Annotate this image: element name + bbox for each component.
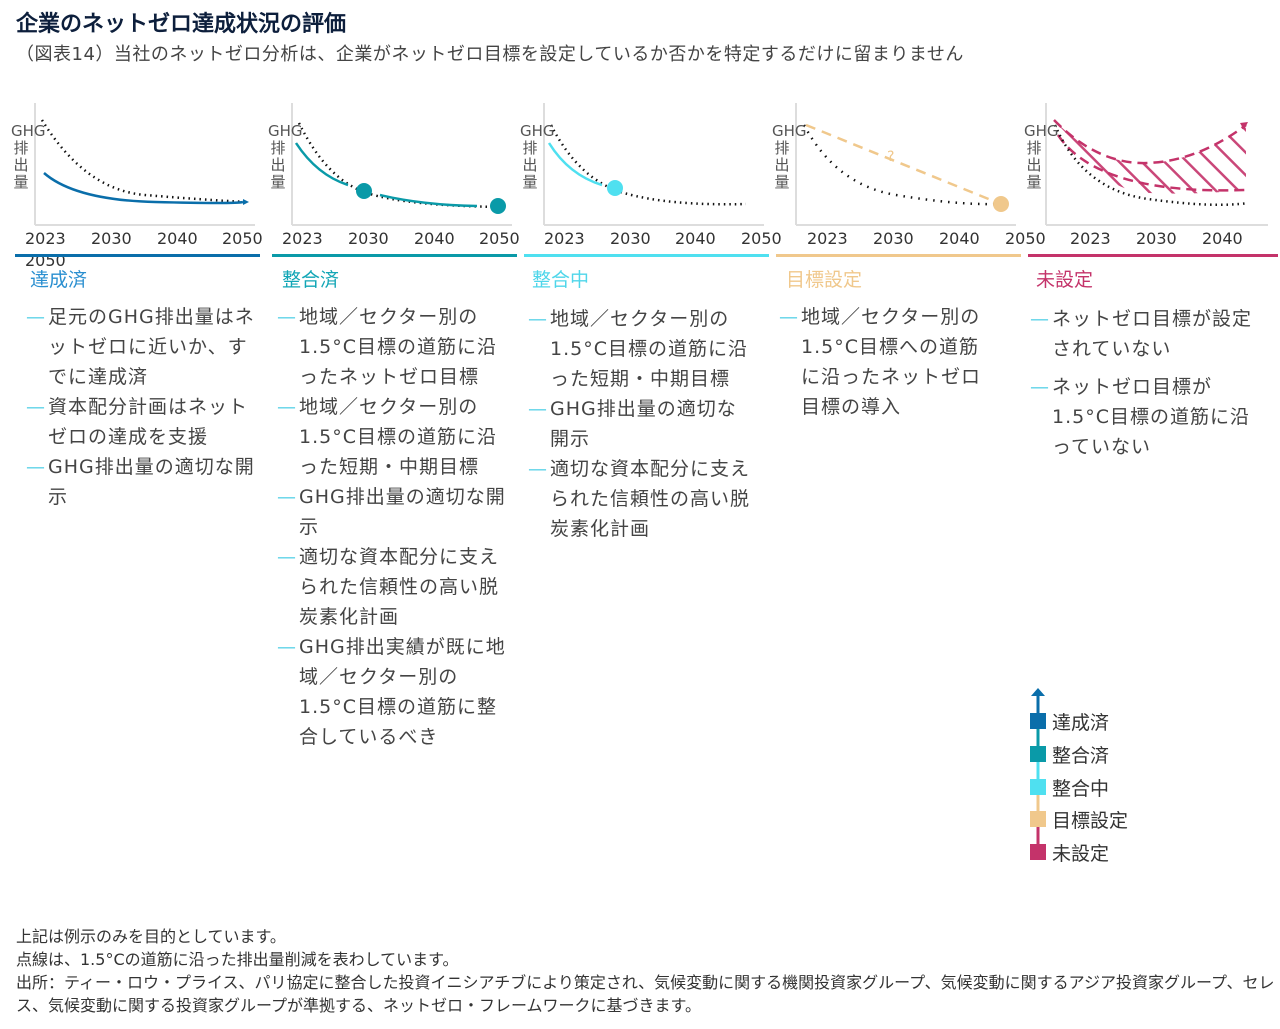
tick: 2040 — [157, 229, 198, 248]
y-axis-label: GHG排出量 — [1024, 122, 1059, 191]
y-axis-label: GHG排出量 — [268, 122, 303, 191]
tick: 2040 — [675, 229, 716, 248]
tick: 2050 — [222, 229, 263, 248]
pathway-dotted-line — [1053, 124, 1249, 207]
footnote: 点線は、1.5°Cの道筋に沿った排出量削減を表わしています。 — [16, 950, 459, 969]
panel-achieved: GHG排出量 2023 2030 2040 2050 2050 達成済 — [11, 95, 265, 295]
tick: 2050 — [479, 229, 520, 248]
legend-item-aligning: 整合中 — [1028, 772, 1178, 802]
aligned-bullets: — 地域／セクター別の1.5°C目標の道筋に沿ったネットゼロ目標 — 地域／セクター… — [277, 302, 515, 752]
y-axis-label: GHG排出量 — [520, 122, 555, 191]
panel-label: 整合中 — [532, 269, 590, 291]
question-mark: ? — [887, 149, 894, 165]
aligning-bullets: — 地域／セクター別の1.5°C目標の道筋に沿った短期・中期目標 — GHG排出量の… — [528, 304, 753, 544]
emissions-curve — [379, 193, 478, 208]
panel-aligning: GHG排出量 2023 2030 2040 2050 整合中 — [520, 95, 782, 295]
legend-item-achieved: 達成済 — [1028, 706, 1178, 736]
tick: 2030 — [1136, 229, 1177, 248]
pathway-dotted-line — [549, 124, 747, 206]
list-item: — 地域／セクター別の1.5°C目標の道筋に沿った短期・中期目標 — [277, 396, 497, 478]
list-item: — GHG排出量の適切な開示 — [26, 456, 255, 508]
lower-dashed-line — [1056, 134, 1247, 192]
not-set-chart — [1045, 103, 1268, 226]
emissions-curve — [43, 172, 244, 205]
panel-not-set: GHG排出量 2023 2030 2040 未設定 — [1024, 95, 1278, 295]
pathway-dotted-line — [802, 124, 997, 206]
page-title: 企業のネットゼロ達成状況の評価 — [16, 12, 347, 37]
tick: 2040 — [1202, 229, 1243, 248]
arrow-head-icon — [1240, 122, 1248, 130]
emissions-curve — [547, 142, 603, 187]
tick: 2023 — [544, 229, 585, 248]
milestone-marker — [356, 183, 372, 199]
achieved-chart — [34, 103, 255, 226]
panel-aligned: GHG排出量 2023 2030 2040 2050 整合済 — [268, 95, 522, 295]
panel-divider — [15, 254, 260, 257]
target-set-chart: ? — [795, 103, 1016, 226]
list-item: — 適切な資本配分に支えられた信頼性の高い脱炭素化計画 — [277, 546, 500, 628]
tick: 2030 — [873, 229, 914, 248]
panel-label: 整合済 — [282, 269, 340, 291]
y-axis-label: GHG排出量 — [772, 122, 807, 191]
panel-divider — [1028, 254, 1278, 257]
list-item: — 地域／セクター別の1.5°C目標への道筋に沿ったネットゼロ目標の導入 — [779, 306, 982, 418]
pathway-dotted-line — [297, 122, 505, 209]
list-item: — 地域／セクター別の1.5°C目標の道筋に沿ったネットゼロ目標 — [277, 306, 497, 388]
tick: 2023 — [807, 229, 848, 248]
list-item: — 資本配分計画はネットゼロの達成を支援 — [26, 396, 249, 448]
tick: 2023 — [25, 229, 66, 248]
emissions-curve — [294, 142, 349, 187]
list-item: — ネットゼロ目標が1.5°C目標の道筋に沿っていない — [1030, 376, 1250, 458]
source-note: 出所：ティー・ロウ・プライス、パリ協定に整合した投資イニシアチブにより策定され、… — [16, 973, 1275, 1015]
list-item: — 地域／セクター別の1.5°C目標の道筋に沿った短期・中期目標 — [528, 308, 748, 390]
hatched-area — [1054, 120, 1246, 194]
tick: 2030 — [91, 229, 132, 248]
target-marker — [993, 196, 1009, 212]
pathway-dotted-line — [40, 119, 248, 204]
panel-divider — [524, 254, 769, 257]
tick: 2050 — [1005, 229, 1046, 248]
subtitle: （図表14）当社のネットゼロ分析は、企業がネットゼロ目標を設定しているか否かを特… — [16, 44, 964, 65]
footnotes: 上記は例示のみを目的としています。 点線は、1.5°Cの道筋に沿った排出量削減を… — [16, 925, 1276, 1017]
tick: 2023 — [282, 229, 323, 248]
panel-label: 目標設定 — [786, 269, 863, 291]
panel-divider — [776, 254, 1021, 257]
milestone-marker — [607, 180, 623, 196]
target-dashed-line — [805, 123, 992, 202]
arrow-head-icon — [243, 199, 249, 205]
achieved-bullets: — 足元のGHG排出量はネットゼロに近いか、すでに達成済 — 資本配分計画はネットゼ… — [26, 302, 264, 512]
legend-item-aligned: 整合済 — [1028, 739, 1178, 769]
list-item: — ネットゼロ目標が設定されていない — [1030, 308, 1253, 360]
legend-item-target-set: 目標設定 — [1028, 804, 1178, 834]
tick: 2023 — [1070, 229, 1111, 248]
panel-divider — [272, 254, 517, 257]
list-item: — GHG排出量の適切な開示 — [277, 486, 506, 538]
footnote: 上記は例示のみを目的としています。 — [16, 927, 286, 946]
aligning-chart — [543, 103, 764, 226]
y-axis-label: GHG排出量 — [11, 122, 46, 191]
tick: 2040 — [414, 229, 455, 248]
panel-label: 達成済 — [30, 269, 88, 291]
target-set-bullets: — 地域／セクター別の1.5°C目標への道筋に沿ったネットゼロ目標の導入 — [779, 302, 984, 422]
not-set-bullets: — ネットゼロ目標が設定されていない — ネットゼロ目標が1.5°C目標の道筋に沿っ… — [1030, 304, 1265, 462]
panel-label: 未設定 — [1036, 269, 1094, 291]
aligned-chart — [291, 103, 512, 226]
list-item: — 足元のGHG排出量はネットゼロに近いか、すでに達成済 — [26, 306, 255, 388]
upper-dashed-line — [1053, 119, 1247, 165]
tick: 2040 — [939, 229, 980, 248]
list-item: — 適切な資本配分に支えられた信頼性の高い脱炭素化計画 — [528, 458, 751, 540]
tick: 2050 — [741, 229, 782, 248]
tick: 2030 — [348, 229, 389, 248]
panel-target-set: ? GHG排出量 2023 2030 2040 2050 目標設定 — [772, 95, 1046, 295]
list-item: — GHG排出実績が既に地域／セクター別の1.5°C目標の道筋に整合しているべき — [277, 636, 506, 748]
milestone-marker — [490, 198, 506, 214]
legend-item-not-set: 未設定 — [1028, 837, 1178, 867]
tick: 2030 — [610, 229, 651, 248]
list-item: — GHG排出量の適切な開示 — [528, 398, 737, 450]
